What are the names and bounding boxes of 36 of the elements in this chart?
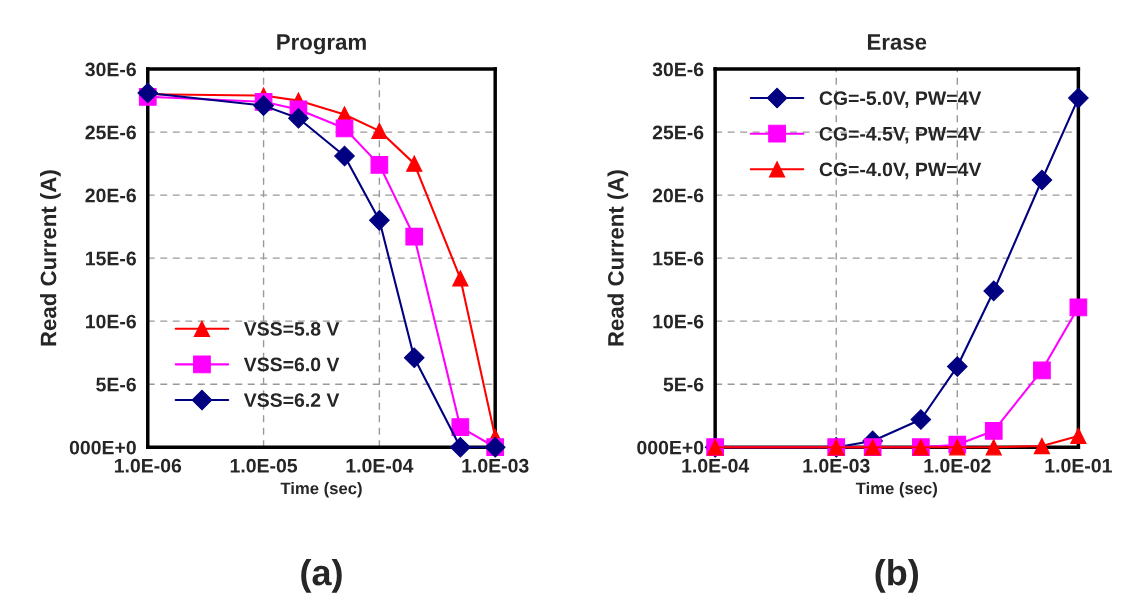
legend-label: CG=-5.0V, PW=4V — [819, 91, 982, 108]
y-tick-label: 25E-6 — [85, 125, 136, 140]
legend-label: VSS=6.0 V — [243, 357, 340, 372]
y-axis-title: Read Current (A) — [40, 170, 61, 346]
legend-label: VSS=5.8 V — [243, 321, 340, 336]
y-tick-label: 000E+0 — [69, 440, 136, 455]
text: (a) — [301, 558, 342, 593]
y-tick-label: 5E-6 — [663, 377, 704, 392]
y-axis-title: Read Current (A) — [607, 170, 629, 346]
y-tick-label: 15E-6 — [653, 251, 704, 266]
y-tick-label: 30E-6 — [85, 62, 136, 77]
legend-label: CG=-4.5V, PW=4V — [819, 126, 982, 144]
x-tick-label: 1.0E-06 — [114, 458, 182, 473]
y-tick-label: 30E-6 — [652, 62, 704, 77]
x-tick-label: 1.0E-04 — [346, 458, 414, 473]
y-tick-label: 25E-6 — [652, 125, 704, 140]
x-axis-title: Time (sec) — [855, 482, 938, 498]
chart-title: Program — [277, 34, 366, 55]
legend-label: CG=-4.0V, PW=4V — [819, 162, 982, 180]
y-tick-label: 15E-6 — [86, 251, 136, 266]
x-tick-label: 1.0E-03 — [462, 458, 529, 473]
text: (b) — [875, 558, 919, 593]
x-tick-label: 1.0E-02 — [924, 458, 991, 473]
y-tick-label: 20E-6 — [652, 188, 704, 203]
y-tick-label: 000E+0 — [637, 440, 704, 455]
legend-label: VSS=6.2 V — [243, 393, 340, 407]
x-axis-title: Time (sec) — [280, 482, 362, 498]
x-tick-label: 1.0E-04 — [682, 458, 750, 473]
x-tick-label: 1.0E-01 — [1045, 458, 1112, 473]
y-tick-label: 5E-6 — [96, 377, 136, 392]
x-tick-label: 1.0E-05 — [230, 458, 298, 473]
y-tick-label: 10E-6 — [86, 314, 136, 329]
y-tick-label: 10E-6 — [653, 314, 704, 329]
y-tick-label: 20E-6 — [85, 188, 136, 203]
chart-title: Erase — [867, 34, 927, 50]
x-tick-label: 1.0E-03 — [803, 458, 870, 473]
